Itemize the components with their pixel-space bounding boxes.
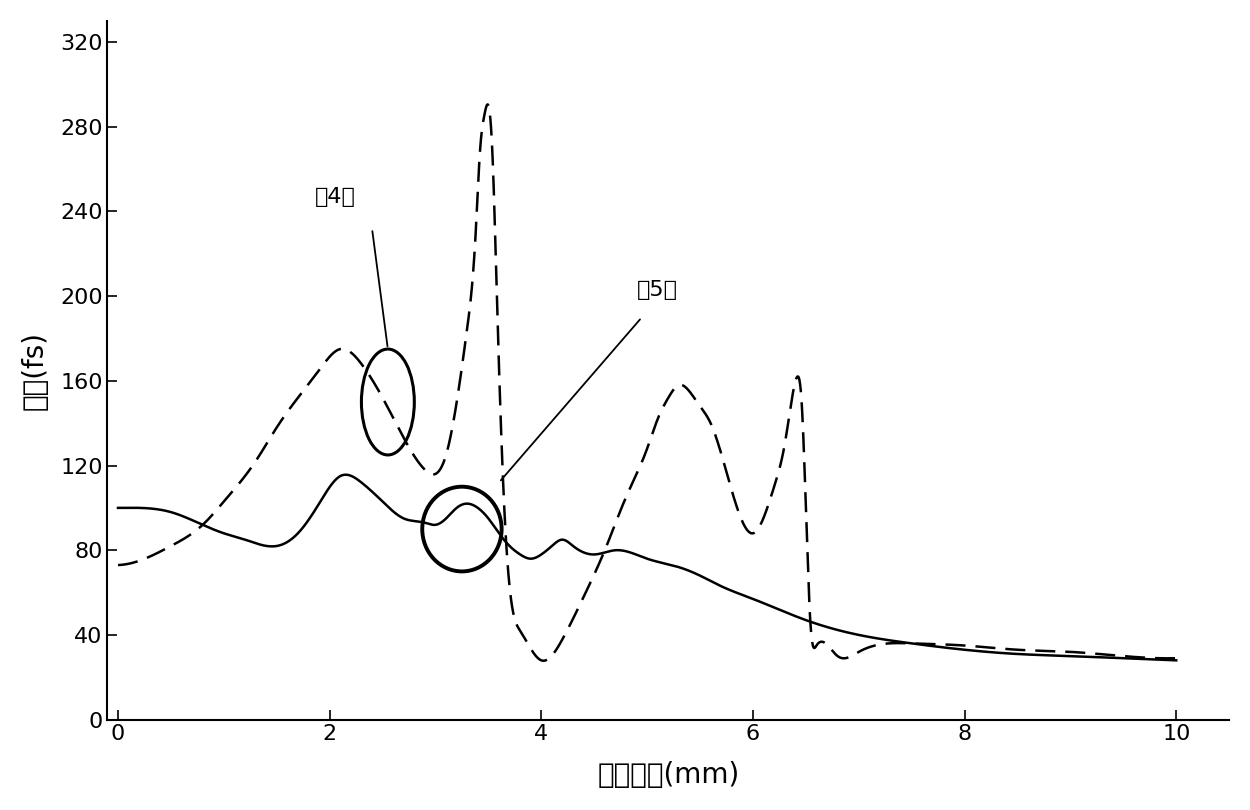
Text: （5）: （5）: [638, 280, 679, 301]
Y-axis label: 脉宽(fs): 脉宽(fs): [21, 330, 49, 410]
Text: （4）: （4）: [315, 187, 355, 207]
X-axis label: 传播距离(mm): 传播距离(mm): [598, 761, 740, 789]
